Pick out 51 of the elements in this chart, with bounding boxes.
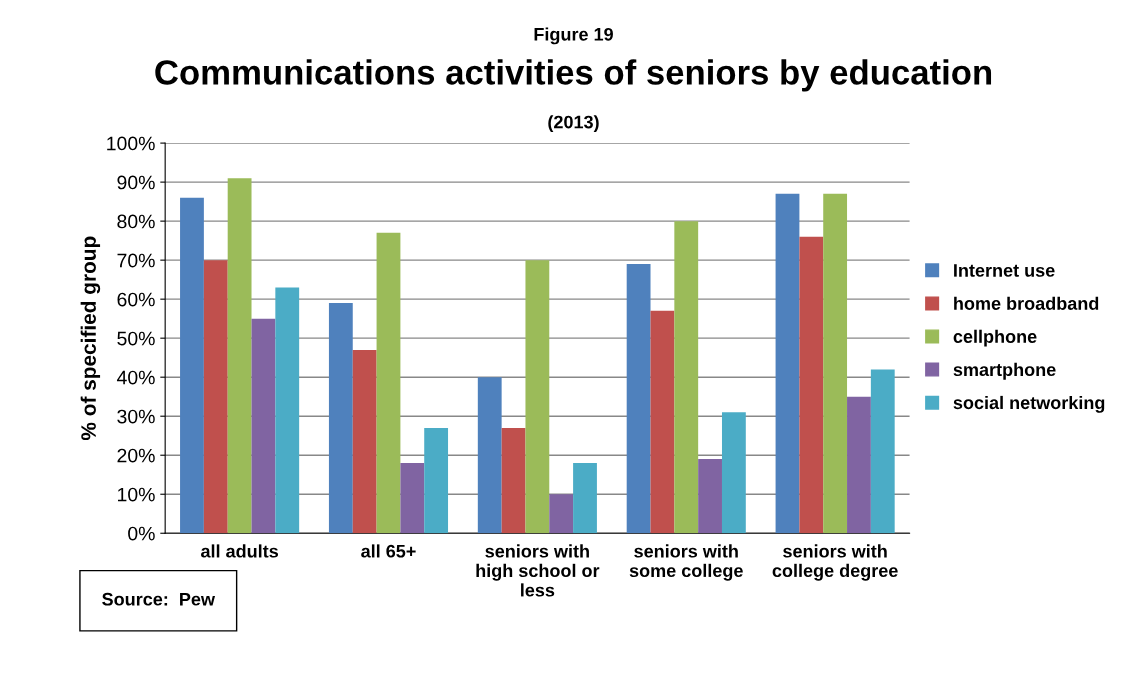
y-tick-label: 70% <box>117 253 155 268</box>
bar <box>275 287 300 534</box>
bar <box>400 463 425 534</box>
chart-subtitle: (2013) <box>548 115 599 132</box>
bar <box>328 303 353 534</box>
y-tick-label: 80% <box>117 214 155 229</box>
bar <box>376 232 401 534</box>
y-tick-label: 90% <box>117 175 155 190</box>
y-tick-label: 20% <box>117 448 155 463</box>
bar <box>775 193 800 534</box>
bar <box>847 396 871 534</box>
x-tick-label: seniors with some college <box>629 544 743 581</box>
legend-label: smartphone <box>953 362 1056 380</box>
legend-label: social networking <box>953 395 1105 413</box>
x-tick-label: all 65+ <box>361 544 416 558</box>
bar <box>799 236 824 534</box>
bar <box>698 459 722 534</box>
y-tick-label: 40% <box>116 370 155 385</box>
bar <box>573 463 597 534</box>
bar <box>626 264 651 534</box>
source-note: Source: Pew <box>102 592 216 606</box>
y-tick-label: 50% <box>117 331 155 346</box>
y-tick-label: 60% <box>117 292 155 307</box>
y-tick-label: 30% <box>117 409 155 424</box>
bar <box>525 260 550 534</box>
bar <box>203 260 228 534</box>
caption: Figure 19 <box>534 27 613 45</box>
bar <box>352 349 377 534</box>
bar <box>180 197 204 534</box>
bar <box>251 318 276 534</box>
chart-title: Communications activities of seniors by education <box>155 59 992 92</box>
bar <box>549 494 574 534</box>
legend-label: cellphone <box>953 329 1037 347</box>
bar <box>823 193 848 534</box>
bar <box>721 412 746 534</box>
bar <box>501 427 526 534</box>
x-tick-label: seniors with high school or less <box>476 544 600 597</box>
bar <box>650 310 675 534</box>
legend-label: Internet use <box>954 264 1055 277</box>
x-tick-label: all adults <box>201 544 278 558</box>
y-tick-label: 100% <box>107 136 155 151</box>
bar <box>227 178 252 534</box>
x-tick-label: seniors with college degree <box>772 544 898 581</box>
bar <box>870 369 895 534</box>
bar <box>477 377 502 534</box>
y-tick-label: 0% <box>128 526 155 541</box>
bar <box>424 427 449 534</box>
y-axis-title: % of specified group <box>80 236 101 441</box>
legend-label: home broadband <box>954 296 1099 310</box>
y-tick-label: 10% <box>118 487 155 502</box>
bar <box>674 221 699 534</box>
